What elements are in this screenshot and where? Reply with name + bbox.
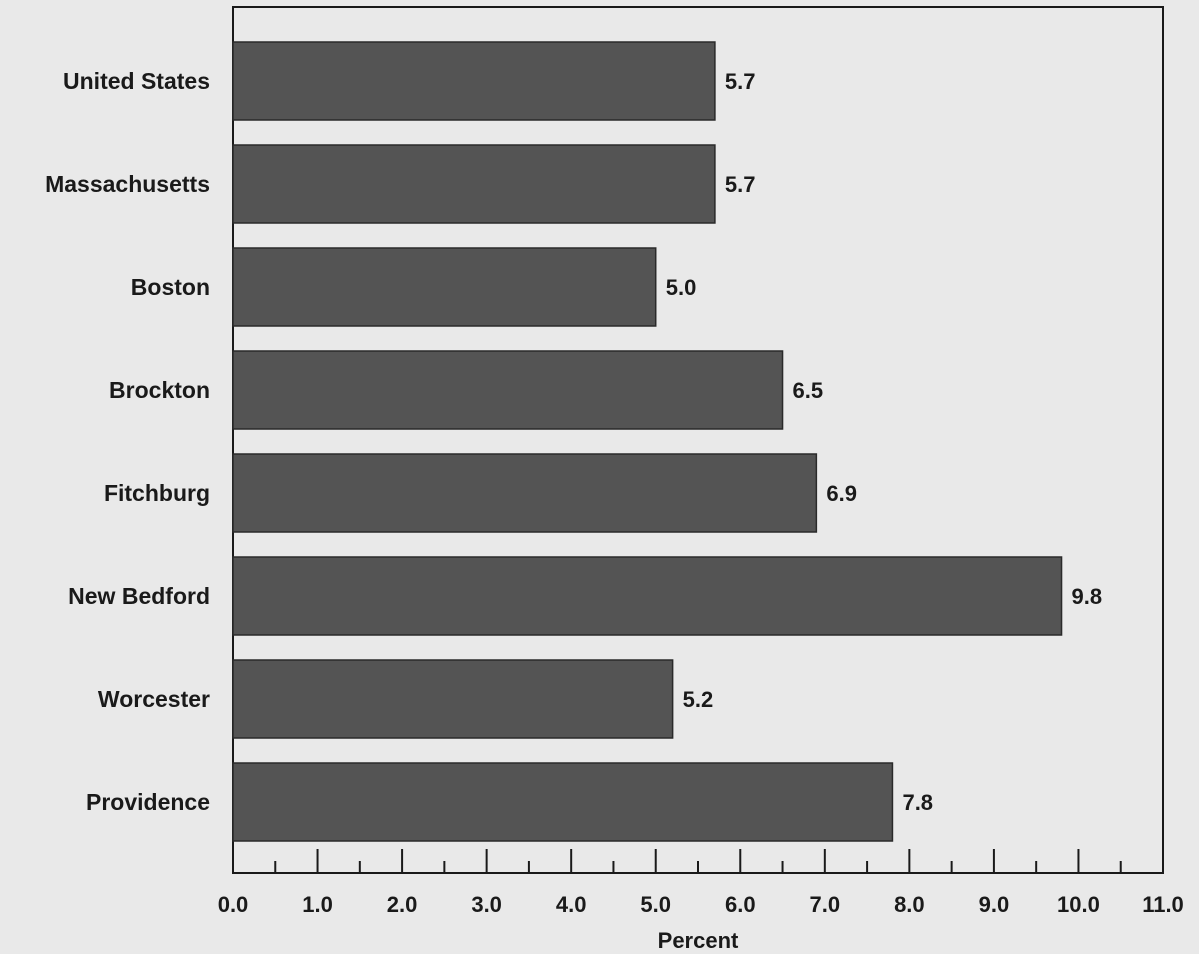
category-label: Brockton [109,377,210,403]
x-tick-label: 6.0 [725,892,756,917]
bars-group [232,41,1063,842]
plot-frame [232,6,1164,874]
x-axis-ticks-group [274,849,1122,873]
value-label: 7.8 [902,790,933,815]
category-label: Massachusetts [45,171,210,197]
x-tick-label: 7.0 [810,892,841,917]
value-label: 5.7 [725,69,756,94]
bar-worcester [232,659,674,739]
value-label: 6.9 [826,481,857,506]
x-tick-label: 3.0 [471,892,502,917]
bar-brockton [232,350,784,430]
x-tick-label: 1.0 [302,892,333,917]
bar-providence [232,762,894,842]
x-tick-label: 9.0 [979,892,1010,917]
category-label: Providence [86,789,210,815]
bar-boston [232,247,657,327]
value-labels-group: 5.7 5.7 5.0 6.5 6.9 9.8 5.2 7.8 [666,69,1102,815]
x-tick-label: 0.0 [218,892,249,917]
x-tick-label: 2.0 [387,892,418,917]
value-label: 6.5 [793,378,824,403]
category-label: Worcester [98,686,210,712]
x-tick-label: 4.0 [556,892,587,917]
category-labels-group: United States Massachusetts Boston Brockton… [45,68,210,815]
category-label: Fitchburg [104,480,210,506]
category-label: Boston [131,274,210,300]
category-label: United States [63,68,210,94]
bar-new-bedford [232,556,1063,636]
value-label: 5.2 [683,687,714,712]
bar-united-states [232,41,716,121]
x-axis-title: Percent [658,928,739,953]
x-tick-label: 8.0 [894,892,925,917]
x-tick-label: 11.0 [1142,892,1184,917]
value-label: 5.7 [725,172,756,197]
bar-massachusetts [232,144,716,224]
category-label: New Bedford [68,583,210,609]
bar-fitchburg [232,453,818,533]
value-label: 5.0 [666,275,697,300]
x-tick-label: 10.0 [1057,892,1100,917]
value-label: 9.8 [1072,584,1103,609]
x-tick-label: 5.0 [640,892,671,917]
x-axis-tick-labels-group: 0.0 1.0 2.0 3.0 4.0 5.0 6.0 7.0 8.0 9.0 10.0 11.0 [218,892,1184,917]
